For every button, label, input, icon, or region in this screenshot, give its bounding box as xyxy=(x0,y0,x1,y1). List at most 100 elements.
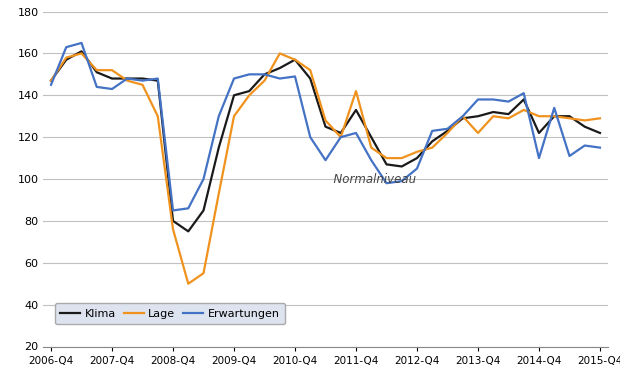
Erwartungen xyxy=(169,208,177,213)
Lage xyxy=(581,118,588,123)
Erwartungen xyxy=(47,82,55,87)
Klima xyxy=(520,97,528,102)
Erwartungen xyxy=(261,72,268,77)
Lage xyxy=(490,114,497,119)
Klima xyxy=(215,145,223,150)
Lage xyxy=(246,93,253,98)
Line: Lage: Lage xyxy=(51,54,600,284)
Lage xyxy=(428,145,436,150)
Lage xyxy=(596,116,604,121)
Lage xyxy=(230,114,237,119)
Erwartungen xyxy=(581,143,588,148)
Erwartungen xyxy=(352,131,360,135)
Lage xyxy=(154,114,161,119)
Erwartungen xyxy=(78,41,85,45)
Erwartungen xyxy=(215,114,223,119)
Klima xyxy=(490,110,497,114)
Lage xyxy=(474,131,482,135)
Erwartungen xyxy=(108,87,116,91)
Lage xyxy=(139,82,146,87)
Klima xyxy=(459,116,466,121)
Lage xyxy=(93,68,100,72)
Lage xyxy=(414,149,421,154)
Erwartungen xyxy=(596,145,604,150)
Klima xyxy=(276,66,283,70)
Erwartungen xyxy=(368,158,375,162)
Klima xyxy=(246,89,253,94)
Erwartungen xyxy=(428,129,436,133)
Klima xyxy=(93,70,100,75)
Lage xyxy=(383,156,390,161)
Lage xyxy=(185,281,192,286)
Erwartungen xyxy=(230,76,237,81)
Klima xyxy=(185,229,192,234)
Lage xyxy=(215,191,223,196)
Klima xyxy=(78,49,85,54)
Lage xyxy=(459,114,466,119)
Line: Erwartungen: Erwartungen xyxy=(51,43,600,211)
Erwartungen xyxy=(551,105,558,110)
Klima xyxy=(368,135,375,139)
Klima xyxy=(566,114,574,119)
Klima xyxy=(596,131,604,135)
Erwartungen xyxy=(490,97,497,102)
Klima xyxy=(139,76,146,81)
Erwartungen xyxy=(63,45,70,49)
Erwartungen xyxy=(123,76,131,81)
Erwartungen xyxy=(459,114,466,119)
Erwartungen xyxy=(566,154,574,158)
Erwartungen xyxy=(444,126,451,131)
Lage xyxy=(108,68,116,72)
Lage xyxy=(368,145,375,150)
Lage xyxy=(444,131,451,135)
Erwartungen xyxy=(276,76,283,81)
Klima xyxy=(352,108,360,112)
Klima xyxy=(551,114,558,119)
Klima xyxy=(291,57,299,62)
Erwartungen xyxy=(337,135,345,139)
Erwartungen xyxy=(93,85,100,89)
Klima xyxy=(474,114,482,119)
Erwartungen xyxy=(474,97,482,102)
Klima xyxy=(47,78,55,83)
Klima xyxy=(108,76,116,81)
Klima xyxy=(398,164,405,169)
Klima xyxy=(230,93,237,98)
Klima xyxy=(535,131,542,135)
Erwartungen xyxy=(505,99,512,104)
Klima xyxy=(322,124,329,129)
Klima xyxy=(261,72,268,77)
Lage xyxy=(261,78,268,83)
Lage xyxy=(566,116,574,121)
Lage xyxy=(535,114,542,119)
Klima xyxy=(154,78,161,83)
Lage xyxy=(169,227,177,232)
Erwartungen xyxy=(154,76,161,81)
Klima xyxy=(63,57,70,62)
Text: Normalniveau: Normalniveau xyxy=(326,172,415,186)
Lage xyxy=(352,89,360,94)
Klima xyxy=(337,131,345,135)
Klima xyxy=(414,156,421,161)
Erwartungen xyxy=(291,74,299,79)
Erwartungen xyxy=(139,78,146,83)
Klima xyxy=(444,129,451,133)
Erwartungen xyxy=(520,91,528,95)
Erwartungen xyxy=(246,72,253,77)
Klima xyxy=(428,139,436,144)
Klima xyxy=(200,208,207,213)
Lage xyxy=(322,118,329,123)
Legend: Klima, Lage, Erwartungen: Klima, Lage, Erwartungen xyxy=(55,303,285,324)
Klima xyxy=(505,112,512,116)
Lage xyxy=(398,156,405,161)
Lage xyxy=(200,271,207,276)
Klima xyxy=(123,76,131,81)
Lage xyxy=(520,108,528,112)
Lage xyxy=(63,55,70,60)
Lage xyxy=(505,116,512,121)
Lage xyxy=(123,78,131,83)
Klima xyxy=(581,124,588,129)
Klima xyxy=(169,219,177,223)
Lage xyxy=(276,51,283,56)
Erwartungen xyxy=(322,158,329,162)
